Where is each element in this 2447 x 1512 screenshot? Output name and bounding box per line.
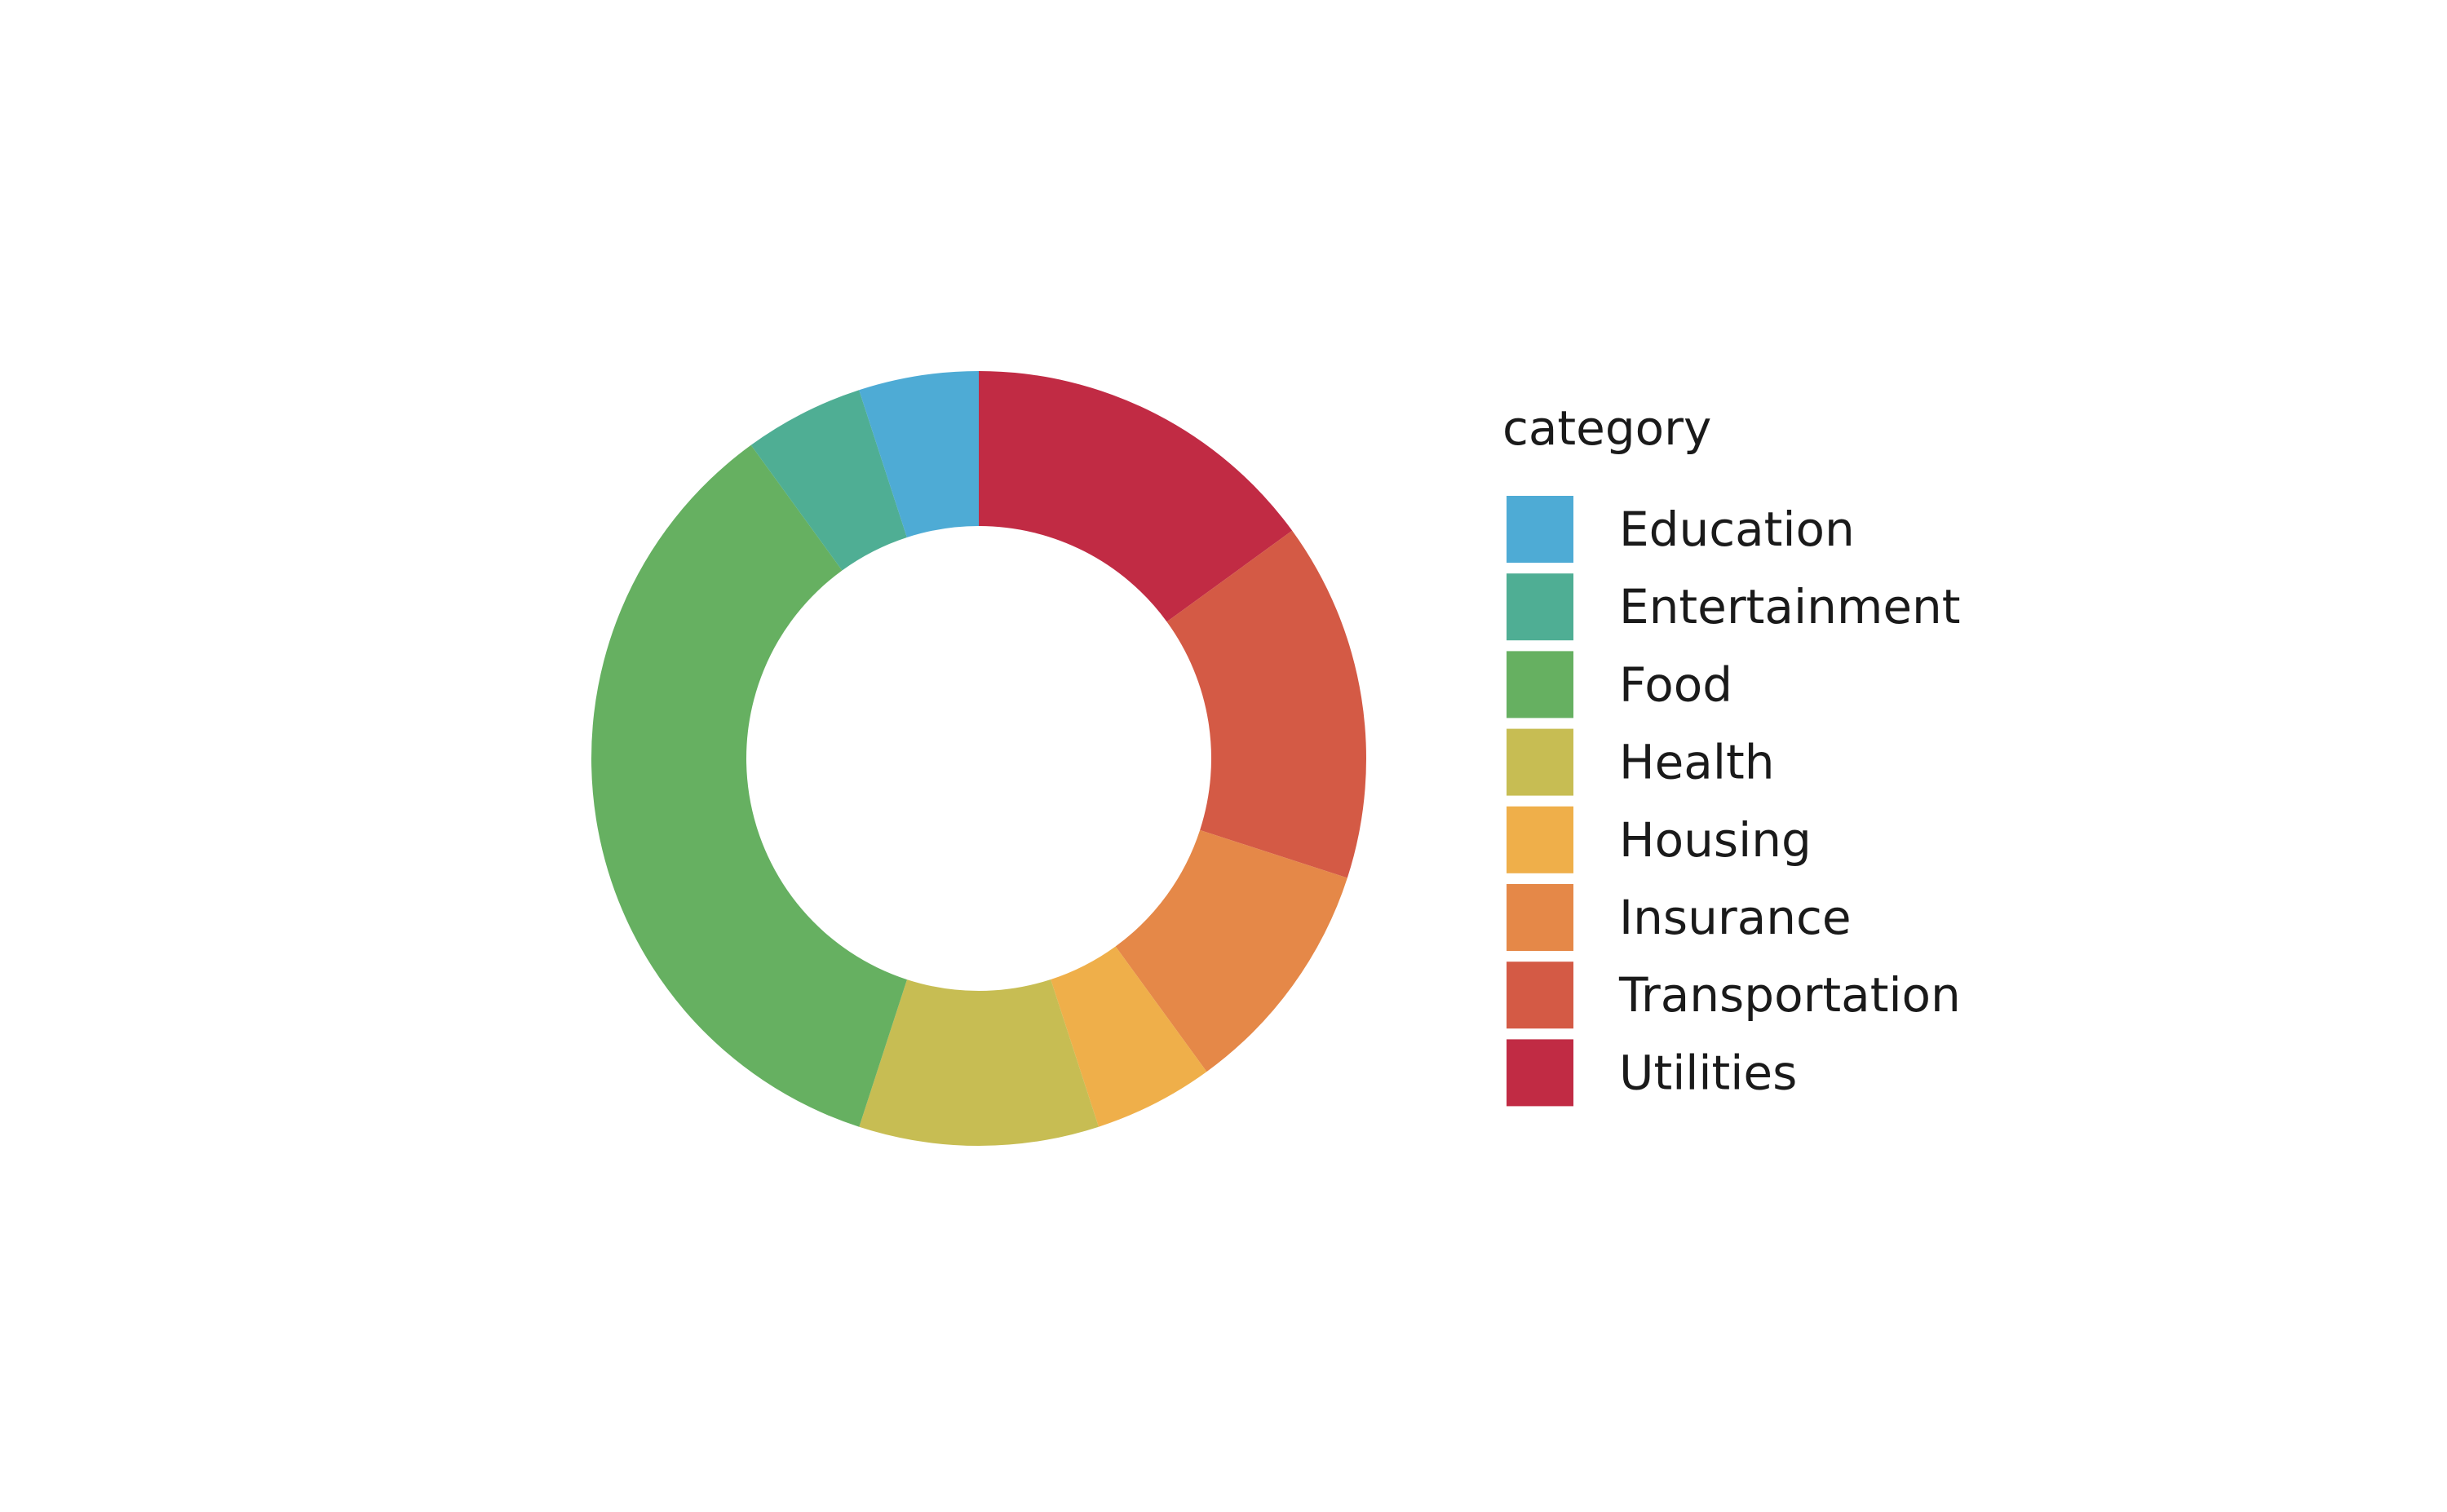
legend-label: Insurance [1619, 890, 1852, 945]
slice-education [859, 371, 979, 537]
legend-item-housing: Housing [1507, 806, 1812, 873]
legend-items: Education Entertainment Food Health Housing I… [1507, 496, 1961, 1107]
legend-label: Health [1619, 735, 1774, 790]
legend-item-insurance: Insurance [1507, 884, 1852, 951]
legend-item-transportation: Transportation [1507, 962, 1961, 1029]
legend-item-food: Food [1507, 651, 1732, 718]
legend-swatch [1507, 651, 1573, 718]
slice-transportation [1166, 530, 1366, 878]
legend-item-entertainment: Entertainment [1507, 573, 1961, 641]
legend-swatch [1507, 1039, 1573, 1107]
legend-item-utilities: Utilities [1507, 1039, 1797, 1107]
legend-label: Entertainment [1619, 579, 1961, 634]
legend-label: Education [1619, 502, 1855, 557]
legend-swatch [1507, 962, 1573, 1029]
slice-housing [1051, 946, 1207, 1127]
legend-title: category [1502, 400, 1711, 456]
legend-swatch [1507, 573, 1573, 641]
legend-item-education: Education [1507, 496, 1855, 563]
legend-swatch [1507, 884, 1573, 951]
legend: category Education Entertainment Food Healt… [1502, 400, 1961, 1107]
legend-item-health: Health [1507, 728, 1774, 796]
legend-label: Food [1619, 657, 1732, 712]
slice-utilities [979, 371, 1293, 622]
slice-food [591, 444, 907, 1127]
legend-label: Utilities [1619, 1045, 1797, 1100]
legend-swatch [1507, 496, 1573, 563]
slice-health [859, 979, 1099, 1146]
legend-swatch [1507, 806, 1573, 873]
slice-entertainment [750, 390, 907, 571]
legend-label: Housing [1619, 812, 1812, 868]
slice-insurance [1115, 829, 1347, 1072]
donut-slices [591, 371, 1366, 1146]
legend-swatch [1507, 728, 1573, 796]
legend-label: Transportation [1618, 967, 1961, 1023]
